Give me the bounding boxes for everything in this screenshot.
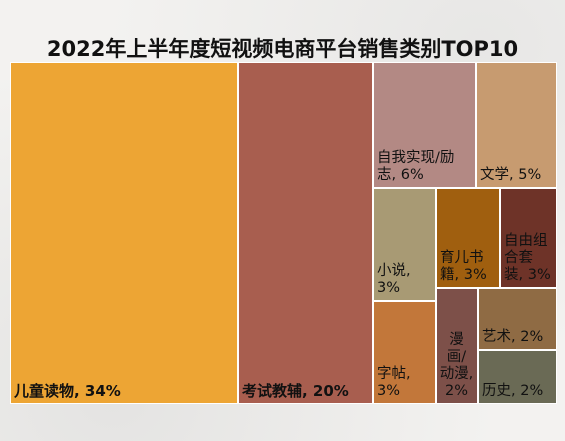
treemap-cell-7: 自由组 合套 装, 3% xyxy=(500,188,557,288)
treemap-cell-11: 历史, 2% xyxy=(478,350,557,404)
treemap-cell-label: 字帖, 3% xyxy=(377,366,411,399)
treemap-cell-2: 考试教辅, 20% xyxy=(238,62,373,404)
treemap-cell-label: 小说, 3% xyxy=(377,263,411,296)
treemap-cell-9: 漫画/动漫, 2% xyxy=(436,288,478,404)
treemap-cell-8: 字帖, 3% xyxy=(373,301,436,404)
treemap-chart: 儿童读物, 34% 考试教辅, 20% 自我实现/励 志, 6% 文学, 5% 小说, 3%… xyxy=(10,62,557,404)
treemap-cell-label: 自我实现/励 志, 6% xyxy=(377,150,455,183)
treemap-cell-4: 文学, 5% xyxy=(476,62,557,188)
treemap-cell-1: 儿童读物, 34% xyxy=(10,62,238,404)
treemap-cell-label: 育儿书 籍, 3% xyxy=(440,250,487,283)
treemap-cell-6: 育儿书 籍, 3% xyxy=(436,188,500,288)
treemap-cell-label: 考试教辅, 20% xyxy=(242,382,349,400)
treemap-cell-5: 小说, 3% xyxy=(373,188,436,301)
chart-title: 2022年上半年度短视频电商平台销售类别TOP10 xyxy=(46,37,519,61)
treemap-cell-label: 自由组 合套 装, 3% xyxy=(504,233,551,283)
treemap-cell-10: 艺术, 2% xyxy=(478,288,557,350)
treemap-cell-label: 文学, 5% xyxy=(480,167,542,183)
treemap-cell-3: 自我实现/励 志, 6% xyxy=(373,62,476,188)
treemap-cell-label: 漫画/动漫, 2% xyxy=(439,332,474,399)
treemap-cell-label: 历史, 2% xyxy=(482,383,544,399)
treemap-cell-label: 儿童读物, 34% xyxy=(14,382,121,400)
treemap-cell-label: 艺术, 2% xyxy=(482,329,544,345)
